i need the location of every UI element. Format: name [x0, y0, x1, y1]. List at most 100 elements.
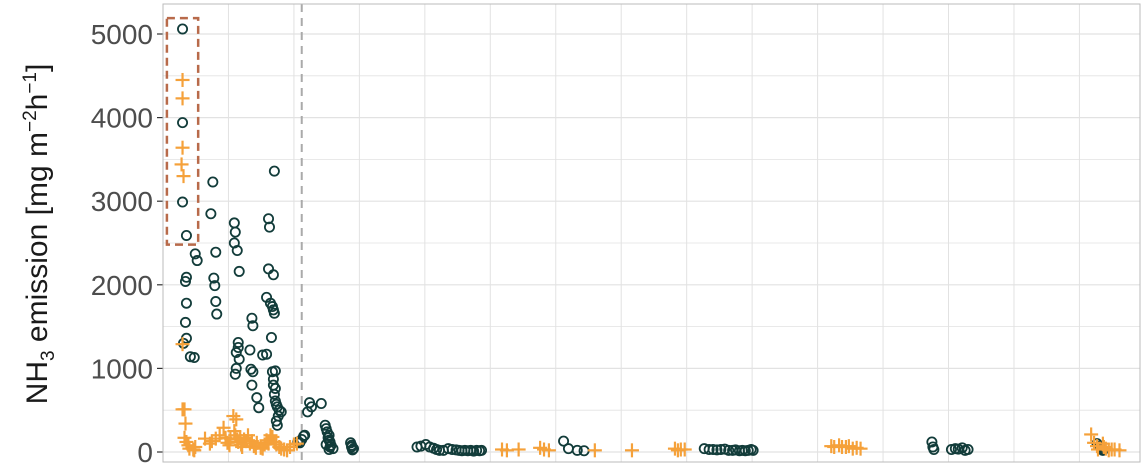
data-point-circle: [211, 308, 223, 320]
data-point-circle: [723, 444, 735, 456]
y-tick-label: 2000: [91, 270, 153, 301]
data-point-plus: [175, 337, 190, 352]
data-point-plus: [212, 428, 227, 443]
plot-panel-border: [162, 3, 1141, 463]
data-point-circle: [188, 352, 200, 364]
data-point-plus: [177, 402, 192, 417]
y-axis-label-part: h: [21, 93, 54, 110]
y-axis-ticks: 0 1000 2000 3000 4000 5000: [91, 19, 163, 467]
data-point-circle: [229, 226, 241, 238]
data-point-plus: [229, 412, 244, 427]
data-point-plus: [624, 443, 639, 458]
data-point-circle: [228, 217, 240, 229]
data-point-circle: [177, 23, 189, 35]
data-point-circle: [232, 341, 244, 353]
data-point-circle: [179, 316, 191, 328]
data-point-circle: [571, 444, 583, 456]
data-point-plus: [175, 72, 190, 87]
data-point-circle: [715, 443, 727, 455]
data-point-circle: [246, 379, 258, 391]
data-point-circle: [233, 265, 245, 277]
data-point-circle: [323, 443, 335, 455]
y-axis-label: NH3 emission [mg m−2h−1]: [20, 63, 60, 404]
data-point-circle: [177, 196, 189, 208]
data-point-circle: [247, 320, 259, 332]
data-point-circle: [928, 443, 940, 455]
data-point-circle: [179, 275, 191, 287]
data-point-circle: [304, 397, 316, 409]
data-point-plus: [853, 441, 868, 456]
data-point-circle: [231, 245, 243, 257]
y-tick-label: 4000: [91, 103, 153, 134]
data-point-circle: [265, 331, 277, 343]
data-point-circle: [246, 312, 258, 324]
data-point-circle: [273, 404, 285, 416]
data-point-circle: [703, 443, 715, 455]
data-point-plus: [174, 157, 189, 172]
data-point-circle: [210, 296, 222, 308]
data-point-circle: [229, 368, 241, 380]
y-tick-label: 1000: [91, 353, 153, 384]
data-point-circle: [232, 336, 244, 348]
data-point-circle: [247, 366, 259, 378]
data-point-plus: [176, 169, 191, 184]
data-point-circle: [347, 444, 359, 456]
data-point-circle: [263, 263, 275, 275]
data-point-circle: [230, 362, 242, 374]
y-axis-label-part: NH: [21, 360, 54, 404]
data-point-circle: [263, 221, 275, 233]
data-point-plus: [511, 442, 526, 457]
data-point-circle: [244, 344, 256, 356]
data-point-circle: [180, 271, 192, 283]
data-point-circle: [558, 435, 570, 447]
y-axis-label-superscript: −2: [20, 109, 41, 132]
data-point-plus: [499, 443, 514, 458]
data-point-circle: [230, 347, 242, 359]
data-point-plus: [175, 140, 190, 155]
data-point-plus: [1112, 443, 1127, 458]
data-point-circle: [210, 246, 222, 258]
data-point-plus: [226, 409, 241, 424]
data-point-plus: [188, 439, 203, 454]
y-axis-label-part: ]: [21, 63, 54, 72]
data-point-circle: [180, 229, 192, 241]
data-point-plus: [246, 439, 261, 454]
y-axis-label-container: NH3 emission [mg m−2h−1]: [10, 0, 70, 467]
data-point-circle: [476, 444, 488, 456]
data-point-circle: [271, 419, 283, 431]
data-point-circle: [711, 444, 723, 456]
data-point-circle: [707, 443, 719, 455]
y-tick-label: 3000: [91, 186, 153, 217]
data-point-plus: [289, 436, 304, 451]
data-point-circle: [956, 442, 968, 454]
data-point-plus: [179, 434, 194, 449]
highlight-dashed-box: [165, 16, 200, 246]
data-point-circle: [191, 255, 203, 267]
data-point-plus: [677, 442, 692, 457]
data-point-plus: [280, 443, 295, 458]
data-point-circle: [251, 392, 263, 404]
data-point-circle: [257, 349, 269, 361]
y-tick-label: 5000: [91, 19, 153, 50]
data-point-circle: [177, 117, 189, 129]
data-point-plus: [178, 416, 193, 431]
data-point-plus: [1084, 427, 1099, 442]
y-tick-label: 0: [137, 437, 153, 467]
data-point-circle: [205, 208, 217, 220]
data-point-plus: [175, 91, 190, 106]
data-point-circle: [245, 363, 257, 375]
y-axis-label-subscript: 3: [38, 349, 59, 361]
data-point-circle: [208, 272, 220, 284]
data-point-circle: [209, 280, 221, 292]
data-point-circle: [926, 436, 938, 448]
data-point-circle: [747, 444, 759, 456]
grid-lines: [162, 4, 1140, 462]
data-point-circle: [268, 307, 280, 319]
data-point-circle: [268, 165, 280, 177]
data-point-circle: [268, 388, 280, 400]
y-axis-label-part: emission [mg m: [21, 131, 54, 350]
y-axis-label-superscript: −1: [20, 71, 41, 94]
data-point-circle: [270, 415, 282, 427]
data-point-plus: [587, 443, 602, 458]
